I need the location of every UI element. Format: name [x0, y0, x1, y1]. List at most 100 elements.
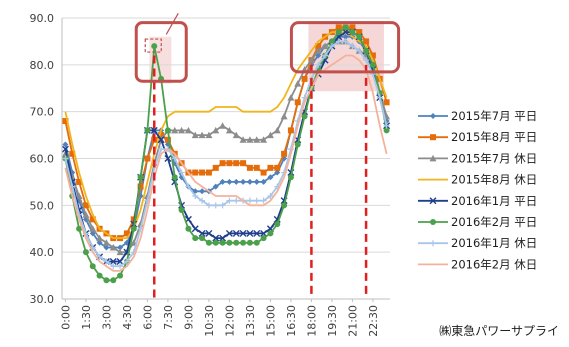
y-tick-label: 80.0 [30, 59, 55, 72]
data-point [253, 239, 260, 246]
data-point [233, 160, 240, 167]
data-point [219, 234, 227, 242]
data-point [240, 160, 247, 167]
x-tick-label: 18:00 [305, 305, 318, 337]
data-point [199, 235, 206, 242]
data-point [253, 229, 261, 237]
data-point [294, 141, 301, 148]
data-point [205, 202, 212, 209]
x-tick-label: 7:30 [162, 305, 175, 330]
data-point [342, 24, 349, 31]
data-point [267, 174, 274, 181]
data-point [226, 239, 233, 246]
data-point [273, 126, 281, 134]
data-point [61, 145, 69, 153]
data-point [219, 122, 227, 129]
data-point [89, 216, 96, 223]
data-point [335, 38, 342, 45]
data-point [62, 155, 69, 162]
data-point [246, 239, 253, 246]
data-point [178, 169, 185, 176]
x-tick-label: 12:00 [223, 305, 236, 337]
data-point [322, 52, 329, 59]
data-point [150, 126, 158, 134]
legend-label: 2016年2月 平日 [451, 215, 537, 229]
series-7 [62, 38, 390, 270]
legend-item-2: 2015年8月 平日 [418, 130, 537, 144]
data-point [356, 47, 363, 54]
data-point [219, 160, 226, 167]
data-point [198, 229, 206, 237]
x-tick-label: 0:00 [59, 305, 72, 330]
data-point [246, 229, 254, 237]
data-point [301, 75, 308, 82]
data-point [274, 221, 281, 228]
data-point [294, 99, 301, 106]
x-tick-label: 19:30 [326, 305, 339, 337]
data-point [260, 197, 267, 204]
data-point [383, 127, 390, 134]
data-point [356, 29, 363, 36]
x-tick-label: 15:00 [264, 305, 277, 337]
x-tick-label: 22:30 [367, 305, 380, 337]
y-tick-label: 90.0 [30, 12, 55, 25]
data-point [267, 164, 274, 171]
data-point [253, 178, 260, 185]
data-point [212, 234, 220, 242]
y-tick-label: 60.0 [30, 153, 55, 166]
data-point [219, 178, 226, 185]
highlight-box-morning-inner [144, 38, 162, 53]
data-point [109, 258, 117, 266]
data-point [342, 38, 349, 45]
data-point [328, 38, 335, 45]
data-point [225, 229, 233, 237]
time-marker-lines [153, 55, 368, 299]
data-point [253, 136, 261, 143]
data-point [349, 43, 356, 50]
legend-marker [430, 219, 436, 225]
data-point [199, 197, 206, 204]
legend-marker [430, 240, 436, 247]
data-point [171, 155, 178, 162]
highlight-box-morning [134, 21, 188, 83]
data-point [199, 188, 206, 195]
data-point [342, 33, 349, 40]
x-tick-label: 13:30 [244, 305, 257, 337]
data-point [117, 263, 124, 270]
data-point [240, 178, 247, 185]
data-point [232, 131, 240, 139]
data-point [212, 202, 219, 209]
data-point [260, 136, 268, 143]
data-point [253, 197, 260, 204]
data-point [82, 202, 89, 209]
legend-item-5: 2016年1月 平日 [418, 194, 537, 208]
series-lines [61, 24, 391, 284]
legend-item-6: 2016年2月 平日 [418, 215, 537, 229]
data-point [116, 248, 124, 256]
data-point [314, 47, 322, 54]
legend-marker [429, 154, 437, 162]
data-point [266, 131, 274, 139]
data-point [267, 192, 274, 199]
data-point [178, 207, 185, 214]
credit-text: ㈱東急パワーサプライ [439, 324, 559, 338]
data-point [335, 24, 342, 31]
data-point [246, 197, 253, 204]
data-point [144, 127, 151, 134]
x-tick-label: 21:00 [346, 305, 359, 337]
data-point [239, 229, 247, 237]
legend-item-3: 2015年7月 休日 [418, 151, 537, 165]
data-point [110, 263, 117, 270]
axes: 30.0 40.0 50.0 60.0 70.0 80.0 90.0 0:00 1:30 3:00… [30, 12, 390, 337]
data-point [219, 202, 226, 209]
data-point [82, 249, 89, 256]
data-point [212, 183, 219, 190]
data-point [294, 80, 302, 87]
data-point [191, 131, 199, 139]
data-point [75, 192, 83, 199]
legend-marker [430, 134, 436, 141]
data-point [191, 225, 199, 233]
data-point [123, 258, 130, 265]
series-line [64, 54, 388, 272]
legend-label: 2016年1月 休日 [451, 236, 537, 250]
